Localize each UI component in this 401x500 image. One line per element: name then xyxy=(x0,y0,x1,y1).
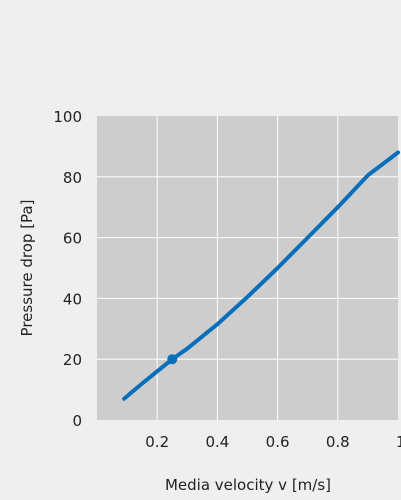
y-axis-label: Pressure drop [Pa] xyxy=(18,200,36,337)
x-tick-label: 0.4 xyxy=(205,433,229,451)
y-tick-label: 0 xyxy=(72,412,82,430)
series-layer xyxy=(122,150,400,401)
x-axis-label: Media velocity v [m/s] xyxy=(165,476,331,494)
series-line xyxy=(122,150,400,401)
x-tick-label: 1 xyxy=(396,433,401,451)
y-tick-label: 100 xyxy=(53,108,82,126)
tick-labels: 0 20 40 60 80 100 0.2 0.4 0.6 0.8 1 xyxy=(53,108,401,451)
y-tick-label: 80 xyxy=(63,169,82,187)
y-tick-label: 40 xyxy=(63,290,82,308)
x-tick-label: 0.2 xyxy=(145,433,169,451)
data-point-marker xyxy=(167,354,178,365)
x-tick-label: 0.8 xyxy=(326,433,350,451)
plot-area xyxy=(97,116,398,420)
y-tick-label: 60 xyxy=(63,230,82,248)
x-tick-label: 0.6 xyxy=(266,433,290,451)
y-tick-label: 20 xyxy=(63,351,82,369)
